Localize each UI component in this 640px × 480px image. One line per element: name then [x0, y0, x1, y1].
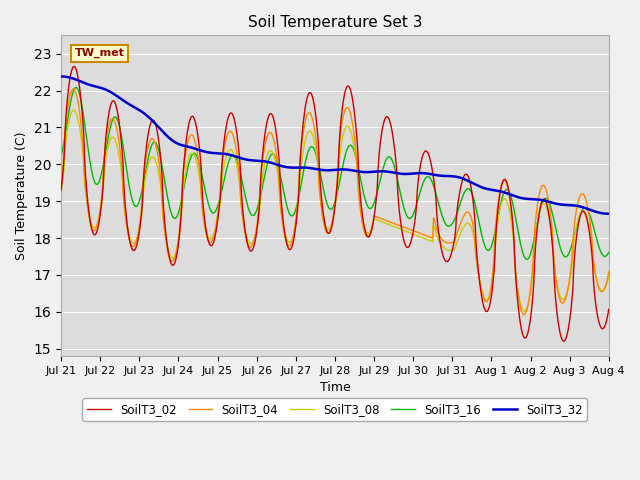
SoilT3_08 — [69, 108, 77, 113]
SoilT3_16 — [500, 189, 508, 195]
SoilT3_32 — [57, 73, 65, 79]
SoilT3_04 — [83, 201, 91, 206]
SoilT3_16 — [83, 139, 91, 144]
SoilT3_16 — [377, 176, 385, 181]
SoilT3_16 — [523, 256, 531, 262]
Line: SoilT3_04: SoilT3_04 — [61, 89, 609, 315]
SoilT3_04 — [212, 224, 220, 229]
SoilT3_04 — [605, 269, 612, 275]
Line: SoilT3_32: SoilT3_32 — [61, 76, 609, 214]
SoilT3_08 — [57, 190, 65, 195]
Line: SoilT3_02: SoilT3_02 — [61, 66, 609, 341]
SoilT3_02 — [500, 177, 508, 182]
SoilT3_08 — [358, 214, 365, 220]
Title: Soil Temperature Set 3: Soil Temperature Set 3 — [248, 15, 422, 30]
SoilT3_32 — [605, 211, 612, 216]
SoilT3_16 — [212, 208, 220, 214]
Line: SoilT3_16: SoilT3_16 — [61, 87, 609, 259]
SoilT3_08 — [431, 227, 439, 232]
SoilT3_16 — [431, 188, 439, 193]
Legend: SoilT3_02, SoilT3_04, SoilT3_08, SoilT3_16, SoilT3_32: SoilT3_02, SoilT3_04, SoilT3_08, SoilT3_… — [83, 398, 588, 420]
X-axis label: Time: Time — [319, 381, 350, 394]
SoilT3_08 — [500, 196, 508, 202]
SoilT3_32 — [500, 189, 508, 195]
SoilT3_32 — [83, 81, 90, 86]
SoilT3_08 — [212, 224, 220, 230]
SoilT3_16 — [72, 84, 79, 90]
SoilT3_04 — [69, 86, 77, 92]
SoilT3_32 — [376, 168, 383, 174]
SoilT3_08 — [605, 274, 612, 279]
SoilT3_04 — [358, 216, 365, 222]
SoilT3_32 — [431, 172, 438, 178]
SoilT3_08 — [377, 218, 385, 224]
SoilT3_04 — [377, 216, 385, 221]
SoilT3_02 — [83, 192, 91, 198]
Y-axis label: Soil Temperature (C): Soil Temperature (C) — [15, 132, 28, 260]
SoilT3_02 — [212, 229, 220, 235]
SoilT3_02 — [431, 188, 439, 193]
SoilT3_32 — [357, 169, 365, 175]
SoilT3_16 — [57, 153, 65, 159]
SoilT3_02 — [70, 63, 78, 69]
SoilT3_04 — [500, 178, 508, 183]
SoilT3_08 — [83, 200, 91, 205]
SoilT3_02 — [605, 306, 612, 312]
SoilT3_16 — [358, 182, 365, 188]
SoilT3_32 — [211, 150, 219, 156]
SoilT3_16 — [605, 250, 612, 255]
SoilT3_02 — [377, 138, 385, 144]
SoilT3_08 — [520, 308, 528, 314]
SoilT3_04 — [520, 312, 528, 318]
SoilT3_02 — [560, 338, 568, 344]
SoilT3_02 — [358, 207, 365, 213]
SoilT3_02 — [57, 188, 65, 193]
SoilT3_04 — [57, 183, 65, 189]
Line: SoilT3_08: SoilT3_08 — [61, 110, 609, 311]
Text: TW_met: TW_met — [75, 48, 125, 59]
SoilT3_04 — [431, 220, 439, 226]
